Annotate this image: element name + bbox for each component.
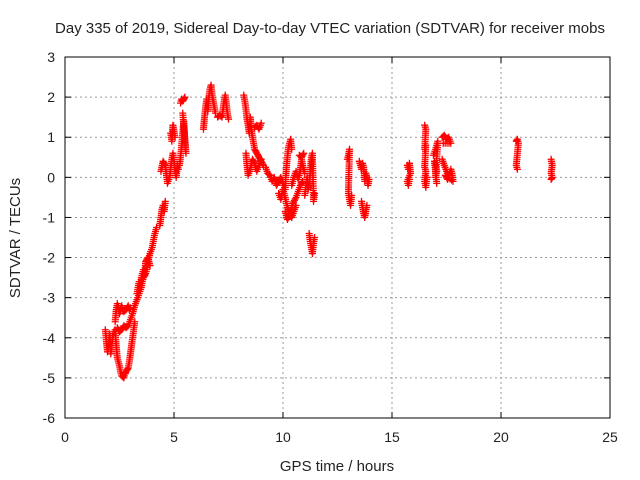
y-tick-label: 2 bbox=[47, 89, 55, 105]
data-point-marker bbox=[290, 196, 298, 204]
plot-frame bbox=[64, 56, 611, 419]
y-tick-label: 1 bbox=[47, 129, 55, 145]
data-point-marker bbox=[181, 93, 189, 101]
data-point-marker bbox=[547, 175, 555, 183]
y-tick-label: -2 bbox=[43, 250, 56, 266]
data-point-marker bbox=[257, 119, 265, 127]
data-point-marker bbox=[423, 173, 431, 181]
data-point-marker bbox=[179, 109, 187, 117]
data-point-marker bbox=[298, 179, 306, 187]
y-tick-label: 0 bbox=[47, 169, 55, 185]
y-tick-label: -3 bbox=[43, 290, 56, 306]
data-point-marker bbox=[405, 175, 413, 183]
data-point-marker bbox=[174, 165, 182, 173]
y-tick-label: -6 bbox=[43, 410, 56, 426]
y-axis-label: SDTVAR / TECUs bbox=[7, 178, 24, 298]
x-tick-label: 20 bbox=[493, 429, 509, 445]
y-tick-label: 3 bbox=[47, 49, 55, 65]
x-tick-label: 25 bbox=[602, 429, 618, 445]
data-point-marker bbox=[311, 234, 319, 241]
data-point-marker bbox=[299, 151, 307, 159]
gridlines bbox=[65, 57, 610, 418]
data-point-marker bbox=[171, 133, 179, 141]
data-point-marker bbox=[161, 160, 169, 168]
x-tick-label: 15 bbox=[384, 429, 400, 445]
data-point-marker bbox=[300, 149, 308, 157]
data-point-marker bbox=[443, 174, 451, 182]
y-tick-label: -4 bbox=[43, 330, 56, 346]
data-point-marker bbox=[444, 175, 452, 183]
x-axis-label: GPS time / hours bbox=[280, 458, 394, 475]
data-point-marker bbox=[123, 365, 131, 373]
data-point-marker bbox=[161, 197, 169, 205]
data-point-marker bbox=[439, 139, 447, 147]
data-points bbox=[101, 81, 556, 382]
chart-title: Day 335 of 2019, Sidereal Day-to-day VTE… bbox=[55, 20, 605, 37]
data-point-marker bbox=[257, 155, 265, 163]
data-point-marker bbox=[311, 189, 319, 197]
data-point-marker bbox=[290, 198, 298, 206]
x-tick-label: 5 bbox=[170, 429, 178, 445]
data-point-marker bbox=[291, 195, 299, 203]
data-point-marker bbox=[217, 112, 225, 120]
data-point-marker bbox=[285, 213, 293, 221]
data-point-marker bbox=[288, 145, 296, 153]
y-tick-label: -1 bbox=[43, 209, 56, 225]
x-tick-label: 10 bbox=[275, 429, 291, 445]
data-point-marker bbox=[225, 115, 232, 123]
data-point-marker bbox=[211, 109, 219, 117]
y-tick-label: -5 bbox=[43, 370, 56, 386]
data-point-marker bbox=[365, 175, 373, 183]
data-point-marker bbox=[363, 201, 371, 209]
data-point-marker bbox=[433, 179, 441, 187]
data-point-marker bbox=[513, 165, 521, 173]
data-point-marker bbox=[146, 262, 154, 270]
data-point-marker bbox=[289, 199, 297, 207]
data-point-marker bbox=[348, 191, 356, 199]
axis-ticks: 0 5 10 15 20 25 -6 -5 -4 -3 -2 -1 0 1 2 3 bbox=[43, 49, 618, 445]
data-point-marker bbox=[250, 158, 258, 166]
x-tick-label: 0 bbox=[61, 429, 69, 445]
